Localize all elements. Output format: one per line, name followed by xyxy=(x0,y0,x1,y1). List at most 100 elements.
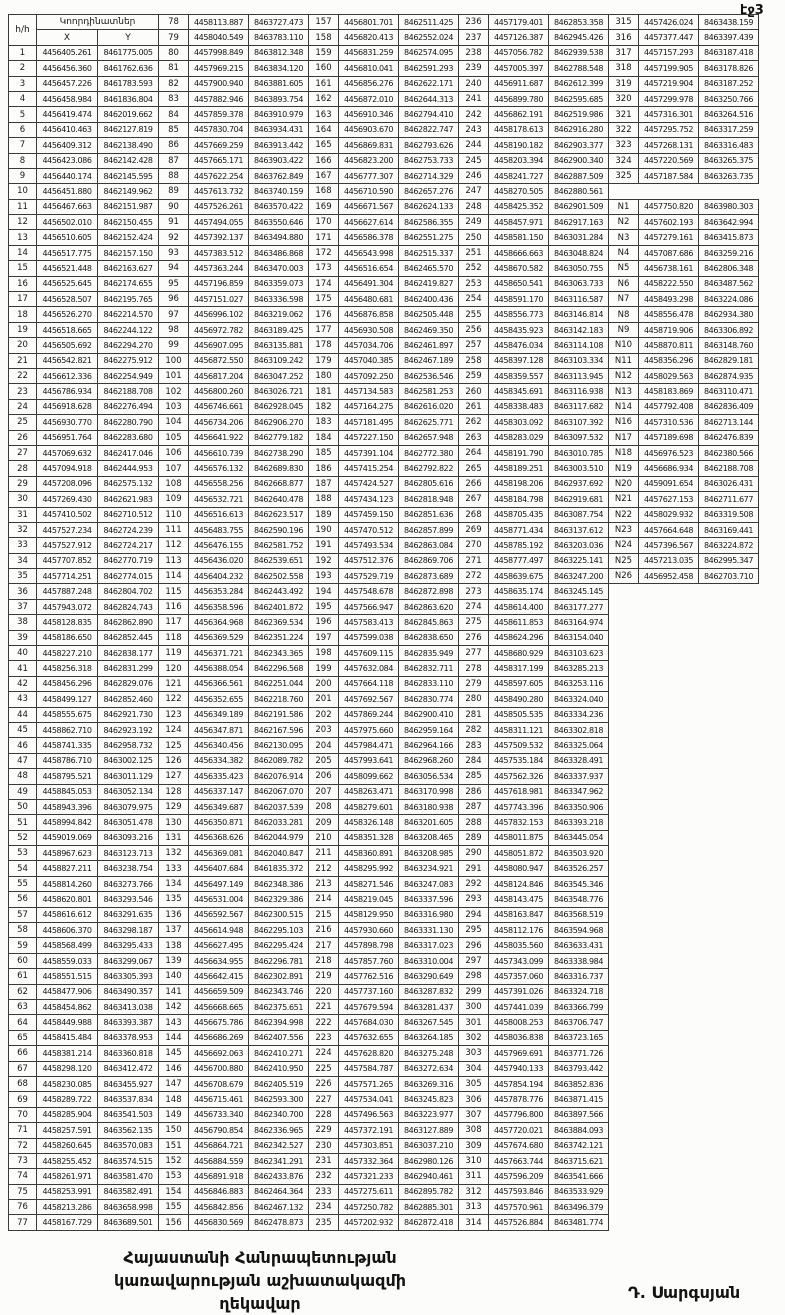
y-coordinate-cell: 8462595.685 xyxy=(548,90,609,108)
point-number-cell: 102 xyxy=(158,383,189,400)
y-coordinate-cell: 8462788.548 xyxy=(548,60,609,77)
point-number-cell: 69 xyxy=(8,1091,37,1108)
point-number-cell: 35 xyxy=(8,568,37,585)
x-coordinate-cell: 4456733.340 xyxy=(188,1106,249,1124)
x-coordinate-cell: 4458190.182 xyxy=(488,137,549,154)
x-coordinate-cell: 4458457.971 xyxy=(488,214,549,231)
x-coordinate-cell: 4458556.773 xyxy=(488,306,549,323)
y-coordinate-cell: 8463093.216 xyxy=(97,829,159,847)
y-coordinate-cell: 8463170.998 xyxy=(398,783,459,800)
y-coordinate-cell: 8462753.733 xyxy=(398,152,459,169)
y-coordinate-cell: 8463562.135 xyxy=(97,1122,159,1139)
y-coordinate-cell: 8462502.558 xyxy=(248,568,309,585)
point-number-cell: 82 xyxy=(158,75,189,92)
x-coordinate-cell: 4456715.461 xyxy=(188,1091,249,1108)
x-coordinate-cell: 4457737.160 xyxy=(338,983,399,1001)
x-coordinate-cell: 4456410.463 xyxy=(36,121,98,139)
point-number-cell: 226 xyxy=(308,1075,339,1093)
point-number-cell: 76 xyxy=(8,1199,37,1216)
y-coordinate-cell: 8462465.570 xyxy=(398,260,459,277)
x-coordinate-cell: 4456436.020 xyxy=(188,552,249,570)
y-coordinate-cell: 8463245.145 xyxy=(548,583,609,600)
y-coordinate-cell: 8462593.300 xyxy=(248,1091,309,1108)
y-coordinate-cell: 8462831.299 xyxy=(97,660,159,677)
y-coordinate-cell: 8463633.431 xyxy=(548,937,609,954)
y-coordinate-cell: 8462157.150 xyxy=(97,244,159,262)
y-coordinate-cell: 8463893.754 xyxy=(248,90,309,108)
x-coordinate-cell: 4456592.567 xyxy=(188,906,249,924)
y-coordinate-cell: 8462612.399 xyxy=(548,75,609,92)
y-coordinate-cell: 8462640.478 xyxy=(248,491,309,508)
y-coordinate-cell: 8462818.948 xyxy=(398,491,459,508)
x-coordinate-cell: 4458456.296 xyxy=(36,675,98,693)
table-row: 53 4458967.623 8463123.713 132 4456369.081 84… xyxy=(8,845,759,862)
y-coordinate-cell: 8463486.868 xyxy=(248,244,309,262)
table-row: 50 4458943.396 8463079.975 129 4456349.687 84… xyxy=(8,798,759,816)
y-coordinate-cell: 8463541.666 xyxy=(548,1168,609,1185)
table-row: 51 4458994.842 8463051.478 130 4456350.871 84… xyxy=(8,814,759,831)
x-coordinate-cell: 4456502.010 xyxy=(36,214,98,231)
point-number-cell: 31 xyxy=(8,506,37,523)
y-coordinate-cell: 8462851.636 xyxy=(398,506,459,523)
point-number-cell: 259 xyxy=(458,367,489,385)
point-number-cell: 322 xyxy=(608,121,639,139)
point-number-cell: 70 xyxy=(8,1106,37,1124)
point-number-cell: 271 xyxy=(458,552,489,570)
point-number-cell: 266 xyxy=(458,475,489,493)
x-coordinate-cell: 4458666.663 xyxy=(488,244,549,262)
point-number-cell: 150 xyxy=(158,1122,189,1139)
point-number-cell: 264 xyxy=(458,444,489,462)
y-coordinate-cell: 8462689.830 xyxy=(248,460,309,477)
y-coordinate-cell: 8463347.962 xyxy=(548,783,609,800)
point-number-cell: 51 xyxy=(8,814,37,831)
y-coordinate-cell: 8462195.765 xyxy=(97,291,159,308)
x-coordinate-cell: 4457357.060 xyxy=(488,968,549,985)
x-coordinate-cell: 4456823.200 xyxy=(338,152,399,169)
y-coordinate-cell: 8462552.024 xyxy=(398,29,459,46)
y-coordinate-cell: 8463113.945 xyxy=(548,367,609,385)
point-number-cell: 13 xyxy=(8,229,37,246)
y-coordinate-cell: 8463334.236 xyxy=(548,706,609,723)
x-coordinate-cell: 4456634.955 xyxy=(188,952,249,970)
x-coordinate-cell: 4458499.127 xyxy=(36,691,98,708)
y-coordinate-cell: 8463154.040 xyxy=(548,629,609,647)
footer-org-line2: կառավարության աշխատակազմի xyxy=(113,1271,407,1290)
x-coordinate-cell: 4456542.821 xyxy=(36,352,98,369)
point-number-cell: 33 xyxy=(8,537,37,554)
y-coordinate-cell: 8463063.733 xyxy=(548,275,609,293)
x-coordinate-cell: 4457599.038 xyxy=(338,629,399,647)
table-row: 27 4457069.632 8462417.046 106 4456610.739 84… xyxy=(8,444,759,462)
y-coordinate-cell: 8462829.076 xyxy=(97,675,159,693)
y-coordinate-cell: 8462995.347 xyxy=(698,552,759,570)
point-number-cell: 28 xyxy=(8,460,37,477)
x-coordinate-cell: 4457227.150 xyxy=(338,429,399,446)
y-coordinate-cell: 8462945.426 xyxy=(548,29,609,46)
column-header-x: X xyxy=(36,29,98,46)
x-coordinate-cell: 4458255.452 xyxy=(36,1152,98,1170)
y-coordinate-cell: 8462551.275 xyxy=(398,229,459,246)
y-coordinate-cell: 8463481.774 xyxy=(548,1214,609,1231)
y-coordinate-cell: 8462900.340 xyxy=(548,152,609,169)
point-number-cell: 136 xyxy=(158,906,189,924)
x-coordinate-cell: 4458827.211 xyxy=(36,860,98,877)
point-number-cell: 128 xyxy=(158,783,189,800)
y-coordinate-cell: 8462044.979 xyxy=(248,829,309,847)
x-coordinate-cell: 4458080.947 xyxy=(488,860,549,877)
point-number-cell: 283 xyxy=(458,737,489,754)
point-number-cell: 188 xyxy=(308,491,339,508)
table-row: հ/հ Կոորդինատներ 78 4458113.887 8463727.473 1… xyxy=(8,13,759,46)
y-coordinate-cell: 8462342.527 xyxy=(248,1137,309,1154)
point-number-cell: 17 xyxy=(8,291,37,308)
table-row: 26 4456951.764 8462283.680 105 4456641.922 84… xyxy=(8,429,759,446)
point-number-cell: 267 xyxy=(458,491,489,508)
y-coordinate-cell: 8462774.015 xyxy=(97,568,159,585)
x-coordinate-cell: 4456627.614 xyxy=(338,214,399,231)
x-coordinate-cell: 4457279.161 xyxy=(638,229,699,246)
y-coordinate-cell: 8463169.441 xyxy=(698,521,759,539)
point-number-cell: 204 xyxy=(308,737,339,754)
y-coordinate-cell: 8463272.634 xyxy=(398,1060,459,1077)
point-number-cell: 227 xyxy=(308,1091,339,1108)
x-coordinate-cell: 4456364.968 xyxy=(188,614,249,631)
y-coordinate-cell: 8463259.216 xyxy=(698,244,759,262)
y-coordinate-cell: 8462089.782 xyxy=(248,752,309,770)
